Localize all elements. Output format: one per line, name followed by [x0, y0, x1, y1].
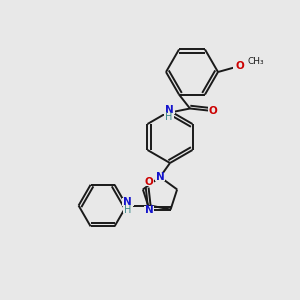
Text: O: O	[144, 177, 153, 187]
Bar	[144, 206, 154, 214]
Text: O: O	[208, 106, 217, 116]
Bar	[208, 106, 218, 115]
Text: N: N	[145, 205, 154, 214]
Text: N: N	[156, 172, 164, 182]
Text: O: O	[236, 61, 244, 71]
Bar	[144, 177, 154, 186]
Text: N: N	[165, 104, 173, 115]
Text: H: H	[165, 112, 173, 122]
Bar	[233, 61, 247, 70]
Bar	[163, 106, 175, 113]
Bar	[123, 206, 133, 213]
Bar	[122, 198, 134, 206]
Text: CH₃: CH₃	[248, 58, 264, 67]
Bar	[247, 58, 265, 66]
Text: N: N	[123, 196, 132, 207]
Bar	[155, 173, 165, 181]
Text: H: H	[124, 205, 131, 214]
Bar	[164, 113, 174, 120]
